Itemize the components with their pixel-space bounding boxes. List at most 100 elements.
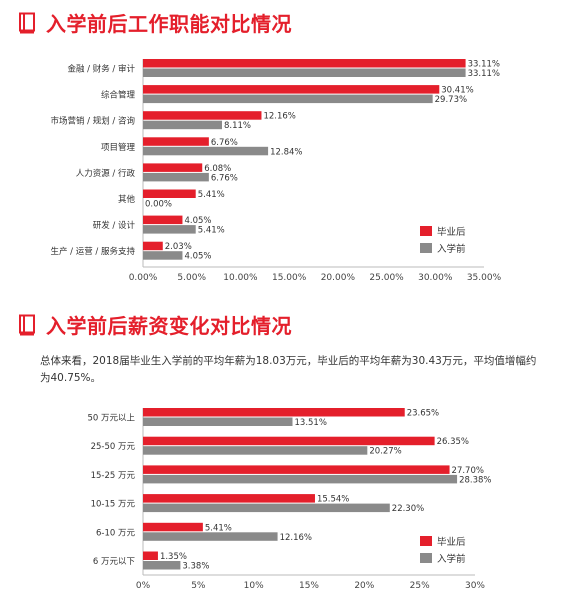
- book-icon: [19, 12, 35, 33]
- bar-before: [143, 446, 368, 455]
- bar-after: [143, 85, 440, 94]
- section2-title: 入学前后薪资变化对比情况: [46, 314, 292, 338]
- bar-before: [143, 532, 278, 541]
- data-label: 15.54%: [317, 495, 349, 505]
- x-tick-label: 35.00%: [467, 273, 502, 283]
- x-tick-label: 20.00%: [321, 273, 356, 283]
- x-tick-label: 0.00%: [129, 273, 158, 283]
- data-label: 29.73%: [435, 95, 467, 105]
- data-label: 27.70%: [452, 466, 484, 476]
- y-category-label: 综合管理: [101, 90, 136, 101]
- data-label: 20.27%: [369, 447, 401, 457]
- bar-after: [143, 494, 315, 503]
- bar-after: [143, 137, 209, 146]
- x-tick-label: 25.00%: [369, 273, 404, 283]
- bar-before: [143, 251, 183, 260]
- x-tick-label: 5.00%: [177, 273, 206, 283]
- legend-label: 毕业后: [437, 226, 466, 238]
- bar-after: [143, 522, 203, 532]
- bar-after: [143, 408, 405, 417]
- legend-label: 入学前: [437, 243, 466, 255]
- y-category-label: 项目管理: [101, 142, 136, 153]
- data-label: 1.35%: [160, 552, 187, 562]
- bar-after: [143, 436, 435, 446]
- x-tick-label: 15%: [299, 581, 319, 591]
- bar-after: [143, 241, 163, 251]
- salary-summary-text: 总体来看，2018届毕业生入学前的平均年薪为18.03万元，毕业后的平均年薪为3…: [40, 355, 537, 384]
- data-label: 28.38%: [459, 475, 491, 485]
- data-label: 23.65%: [407, 409, 439, 419]
- bar-before: [143, 68, 466, 77]
- data-label: 22.30%: [392, 504, 424, 514]
- x-tick-label: 0%: [136, 581, 151, 591]
- data-label: 0.00%: [145, 200, 172, 210]
- x-tick-label: 25%: [410, 581, 430, 591]
- y-category-label: 生产 / 运营 / 服务支持: [50, 246, 135, 257]
- bar-after: [143, 189, 196, 198]
- data-label: 26.35%: [437, 437, 469, 447]
- legend-swatch: [420, 243, 432, 253]
- x-tick-label: 30%: [465, 581, 485, 591]
- legend-swatch: [420, 536, 432, 546]
- x-tick-label: 20%: [354, 581, 374, 591]
- bar-before: [143, 94, 433, 104]
- data-label: 33.11%: [468, 60, 500, 70]
- bar-before: [143, 120, 223, 130]
- legend-label: 毕业后: [437, 536, 466, 548]
- data-label: 2.03%: [165, 242, 192, 252]
- y-category-label: 15-25 万元: [91, 471, 136, 481]
- legend-label: 入学前: [437, 553, 466, 565]
- data-label: 5.41%: [198, 190, 225, 200]
- bar-after: [143, 163, 203, 172]
- bar-after: [143, 215, 183, 225]
- x-tick-label: 15.00%: [272, 273, 307, 283]
- data-label: 12.16%: [263, 112, 295, 122]
- y-category-label: 其他: [118, 194, 136, 205]
- data-label: 5.41%: [198, 226, 225, 236]
- y-category-label: 研发 / 设计: [93, 220, 136, 231]
- x-tick-label: 10.00%: [223, 273, 258, 283]
- section2-heading: 入学前后薪资变化对比情况: [18, 310, 292, 339]
- data-label: 5.41%: [205, 523, 232, 533]
- bar-before: [143, 146, 269, 156]
- salary-comparison-chart: 0% 5% 10% 15% 20% 25% 30% 50 万元以上 23.65% 13.51% 25…: [87, 408, 491, 591]
- x-tick-label: 5%: [191, 581, 206, 591]
- legend-swatch: [420, 226, 432, 236]
- y-category-label: 50 万元以上: [87, 414, 135, 424]
- section1-heading: 入学前后工作职能对比情况: [18, 8, 292, 37]
- data-label: 12.16%: [280, 533, 312, 543]
- x-tick-label: 10%: [244, 581, 264, 591]
- data-label: 12.84%: [270, 147, 302, 157]
- y-category-label: 6 万元以下: [93, 557, 136, 567]
- data-label: 6.08%: [204, 164, 231, 174]
- data-label: 6.76%: [211, 173, 238, 183]
- x-tick-label: 30.00%: [418, 273, 453, 283]
- data-label: 8.11%: [224, 121, 251, 131]
- y-category-label: 金融 / 财务 / 审计: [67, 64, 135, 75]
- y-category-label: 25-50 万元: [91, 442, 136, 452]
- function-comparison-chart: 0.00% 5.00% 10.00% 15.00% 20.00% 25.00% 30.00%…: [50, 59, 502, 283]
- bar-before: [143, 503, 390, 513]
- data-label: 4.05%: [184, 252, 211, 262]
- section1-title: 入学前后工作职能对比情况: [46, 12, 292, 36]
- bar-after: [143, 551, 158, 560]
- y-category-label: 6-10 万元: [96, 528, 135, 538]
- y-category-label: 10-15 万元: [91, 500, 136, 510]
- book-icon: [19, 314, 35, 335]
- data-label: 33.11%: [468, 69, 500, 79]
- data-label: 4.05%: [184, 216, 211, 226]
- bar-before: [143, 225, 196, 234]
- bar-before: [143, 561, 181, 570]
- bar-after: [143, 59, 466, 68]
- bar-after: [143, 111, 262, 120]
- data-label: 30.41%: [441, 86, 473, 96]
- data-label: 13.51%: [295, 418, 327, 428]
- bar-before: [143, 417, 293, 426]
- bar-after: [143, 465, 450, 474]
- y-category-label: 市场营销 / 规划 / 咨询: [50, 116, 135, 127]
- bar-before: [143, 474, 458, 484]
- legend-swatch: [420, 553, 432, 563]
- data-label: 3.38%: [182, 562, 209, 572]
- y-category-label: 人力资源 / 行政: [76, 168, 136, 179]
- data-label: 6.76%: [211, 138, 238, 148]
